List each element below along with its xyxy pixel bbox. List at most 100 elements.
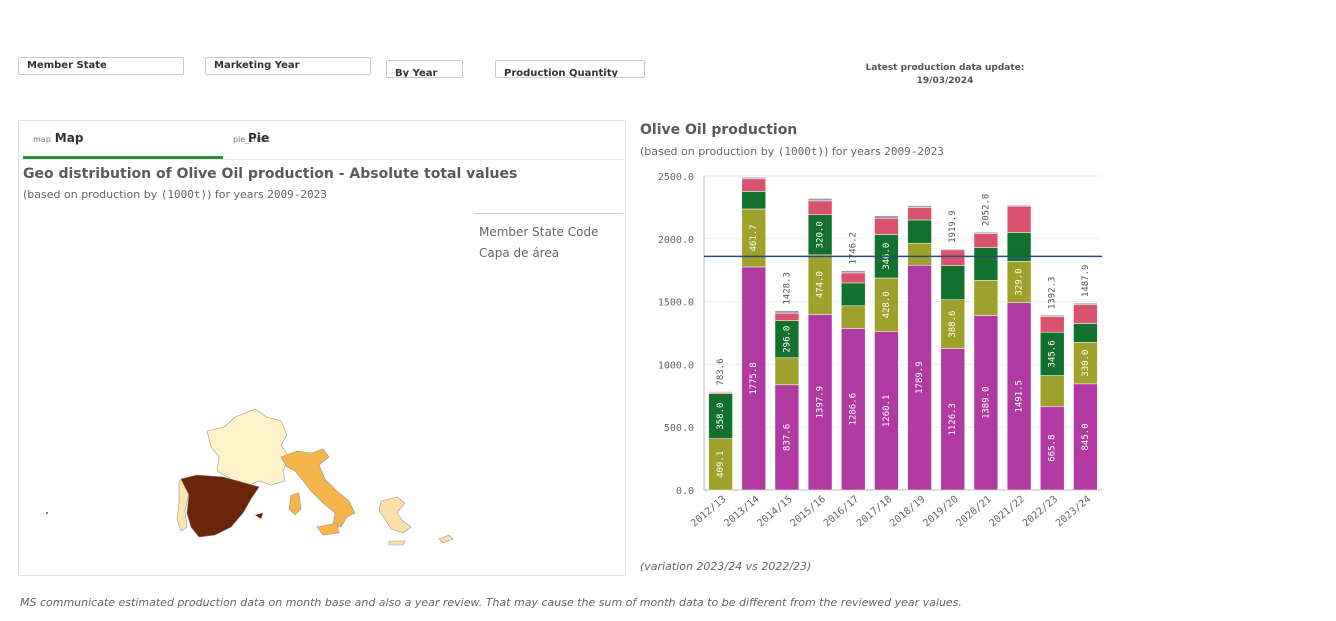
x-tick-label: 2019/20 bbox=[921, 494, 960, 530]
tab-bar: map Map pie_chartPie bbox=[23, 121, 626, 160]
segment-label: 837.6 bbox=[782, 424, 792, 451]
segment-label: 1126.3 bbox=[948, 403, 958, 436]
y-tick-label: 2000.0 bbox=[658, 235, 694, 246]
segment-label: 1789.9 bbox=[915, 361, 925, 394]
bar-segment[interactable] bbox=[708, 391, 733, 393]
x-tick-label: 2020/21 bbox=[954, 494, 993, 530]
bar-segment[interactable] bbox=[741, 191, 766, 210]
y-tick-label: 500.0 bbox=[664, 423, 694, 434]
segment-label: 409.1 bbox=[716, 451, 726, 478]
bar-segment[interactable] bbox=[874, 217, 899, 235]
map-subtitle-mid: ) for years bbox=[207, 188, 268, 201]
active-tab-indicator bbox=[23, 156, 223, 159]
bar-segment[interactable] bbox=[940, 248, 965, 251]
update-label: Latest production data update: bbox=[865, 63, 1025, 73]
italy-region bbox=[280, 448, 356, 528]
bar-segment[interactable] bbox=[973, 231, 999, 234]
chart-subtitle-mid: ) for years bbox=[824, 145, 885, 158]
bar-segment[interactable] bbox=[1006, 205, 1032, 233]
cyprus-region bbox=[438, 534, 454, 544]
tab-pie-label: Pie bbox=[248, 131, 270, 145]
bar-segment[interactable] bbox=[841, 270, 866, 274]
x-tick-label: 2016/17 bbox=[822, 494, 861, 530]
segment-label: 461.7 bbox=[749, 224, 759, 251]
bar-segment[interactable] bbox=[1073, 302, 1098, 305]
bar-segment[interactable] bbox=[774, 310, 800, 314]
segment-label: 358.0 bbox=[716, 403, 726, 430]
by-year-filter[interactable]: By Year bbox=[386, 60, 463, 78]
bar-segment[interactable] bbox=[907, 207, 932, 221]
bar-segment[interactable] bbox=[1040, 316, 1065, 333]
map-panel: map Map pie_chartPie Geo distribution of … bbox=[18, 120, 626, 576]
x-tick-label: 2018/19 bbox=[888, 494, 927, 530]
bar-segment[interactable] bbox=[874, 215, 899, 219]
spain-region bbox=[180, 474, 260, 538]
total-label: 1746.2 bbox=[849, 232, 859, 265]
bar-segment[interactable] bbox=[1040, 375, 1065, 407]
bar-segment[interactable] bbox=[907, 205, 932, 208]
variation-label: (variation 2023/24 vs 2022/23) bbox=[640, 560, 812, 573]
segment-label: 428.0 bbox=[882, 291, 892, 318]
bar-segment[interactable] bbox=[841, 305, 866, 329]
segment-label: 330.0 bbox=[1081, 350, 1091, 377]
member-state-filter[interactable]: Member State bbox=[18, 57, 184, 75]
segment-label: 665.8 bbox=[1048, 435, 1058, 462]
bar-segment[interactable] bbox=[973, 280, 999, 316]
bar-segment[interactable] bbox=[1006, 204, 1032, 207]
y-tick-label: 1000.0 bbox=[658, 360, 694, 371]
bar-segment[interactable] bbox=[940, 265, 965, 300]
bar-segment[interactable] bbox=[940, 249, 965, 266]
y-tick-label: 1500.0 bbox=[658, 298, 694, 309]
chart-subtitle-unit: (1000t) bbox=[777, 145, 825, 158]
bar-segment[interactable] bbox=[741, 178, 766, 192]
sicily-region bbox=[316, 522, 340, 536]
x-tick-label: 2021/22 bbox=[988, 494, 1027, 530]
europe-map[interactable] bbox=[19, 231, 619, 571]
bar-segment[interactable] bbox=[907, 219, 932, 244]
segment-label: 1491.5 bbox=[1015, 380, 1025, 413]
y-tick-label: 2500.0 bbox=[658, 172, 694, 183]
bar-segment[interactable] bbox=[973, 247, 999, 281]
sardinia-region bbox=[288, 492, 302, 516]
tab-pie[interactable]: pie_chartPie bbox=[233, 131, 270, 145]
tab-map[interactable]: map Map bbox=[33, 131, 83, 145]
x-tick-label: 2017/18 bbox=[855, 494, 894, 530]
bar-segment[interactable] bbox=[973, 233, 999, 248]
marketing-year-filter[interactable]: Marketing Year bbox=[205, 57, 371, 75]
segment-label: 388.6 bbox=[948, 311, 958, 338]
chart-subtitle-years: 2009-2023 bbox=[884, 145, 944, 158]
bar-segment[interactable] bbox=[807, 200, 833, 215]
segment-label: 1397.9 bbox=[816, 386, 826, 419]
total-label: 783.6 bbox=[716, 358, 726, 385]
bar-segment[interactable] bbox=[807, 198, 833, 202]
production-quantity-filter[interactable]: Production Quantity bbox=[495, 60, 645, 78]
bar-segment[interactable] bbox=[1073, 323, 1098, 343]
bar-segment[interactable] bbox=[774, 357, 800, 386]
greece-region bbox=[378, 496, 412, 546]
production-bar-chart[interactable]: 0.0 500.0 1000.0 1500.0 2000.0 2500.0 409.1 358… bbox=[636, 160, 1116, 560]
legend-member-state-code[interactable]: Member State Code bbox=[479, 225, 599, 239]
bar-segment[interactable] bbox=[1073, 304, 1098, 324]
x-tick-label: 2015/16 bbox=[789, 494, 828, 530]
bar-segment[interactable] bbox=[841, 282, 866, 307]
map-legend: Member State Code Capa de área bbox=[475, 213, 623, 264]
total-label: 2052.8 bbox=[981, 194, 991, 227]
map-subtitle: (based on production by (1000t)) for yea… bbox=[23, 188, 327, 201]
bar-segment[interactable] bbox=[1040, 314, 1065, 317]
x-tick-label: 2022/23 bbox=[1021, 494, 1060, 530]
balearic-islands bbox=[255, 513, 263, 519]
total-label: 1392.3 bbox=[1048, 277, 1058, 310]
x-tick-label: 2013/14 bbox=[722, 494, 761, 530]
segment-label: 345.6 bbox=[1048, 340, 1058, 367]
x-tick-label: 2023/24 bbox=[1054, 494, 1093, 530]
total-label: 1428.3 bbox=[782, 272, 792, 305]
total-label: 1487.9 bbox=[1081, 265, 1091, 298]
bar-segment[interactable] bbox=[907, 242, 932, 266]
bar-segment[interactable] bbox=[741, 177, 766, 180]
bar-segment[interactable] bbox=[841, 272, 866, 284]
bar-segment[interactable] bbox=[774, 312, 800, 321]
legend-area-layer[interactable]: Capa de área bbox=[479, 246, 560, 260]
x-tick-label: 2012/13 bbox=[689, 494, 728, 530]
update-date: 19/03/2024 bbox=[916, 76, 974, 86]
x-tick-label: 2014/15 bbox=[755, 494, 794, 530]
